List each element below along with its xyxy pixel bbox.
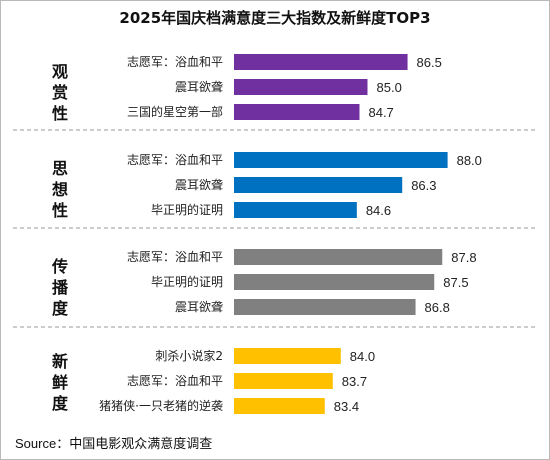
value-label-3-2: 87.5	[443, 275, 468, 290]
bar-label-4-1: 刺杀小说家2	[155, 348, 223, 363]
chart-title: 2025年国庆档满意度三大指数及新鲜度TOP3	[119, 9, 431, 27]
bar-2-2	[234, 177, 403, 193]
bar-1-2	[234, 79, 368, 95]
value-label-2-2: 86.3	[411, 178, 436, 193]
bar-label-1-2: 震耳欲聋	[175, 79, 223, 94]
bar-4-1	[234, 348, 341, 364]
bar-label-3-2: 毕正明的证明	[151, 274, 223, 289]
bar-1-3	[234, 104, 360, 120]
category-label-2-char-3: 性	[52, 201, 68, 220]
source-note: Source：中国电影观众满意度调查	[15, 433, 212, 452]
bar-4-3	[234, 398, 325, 414]
category-label-1-char-3: 性	[52, 104, 68, 123]
bar-label-1-1: 志愿军：浴血和平	[127, 55, 223, 69]
value-label-1-3: 84.7	[368, 105, 393, 120]
category-label-4-char-2: 鲜	[52, 373, 68, 392]
value-label-4-2: 83.7	[342, 374, 367, 389]
bar-label-3-3: 震耳欲聋	[175, 299, 223, 314]
bar-3-3	[234, 299, 416, 315]
category-label-1-char-1: 观	[52, 62, 68, 81]
bar-label-2-2: 震耳欲聋	[175, 177, 223, 192]
value-label-1-2: 85.0	[377, 80, 402, 95]
bar-3-1	[234, 249, 443, 265]
value-label-1-1: 86.5	[417, 55, 442, 70]
value-label-4-3: 83.4	[334, 399, 359, 414]
bar-label-2-3: 毕正明的证明	[151, 202, 223, 217]
category-label-2-char-2: 想	[51, 180, 68, 199]
category-label-1-char-2: 赏	[52, 83, 68, 102]
value-label-2-1: 88.0	[457, 153, 482, 168]
category-label-3-char-2: 播	[52, 278, 69, 297]
bar-3-2	[234, 274, 435, 290]
category-label-2-char-1: 思	[52, 159, 68, 178]
value-label-3-3: 86.8	[425, 300, 450, 315]
value-label-3-1: 87.8	[451, 250, 476, 265]
bar-label-1-3: 三国的星空第一部	[127, 104, 223, 119]
category-label-4-char-3: 度	[52, 394, 69, 413]
bar-2-1	[234, 152, 448, 168]
value-label-4-1: 84.0	[350, 349, 375, 364]
category-label-3-char-1: 传	[51, 257, 68, 276]
bar-2-3	[234, 202, 357, 218]
category-label-3-char-3: 度	[52, 299, 69, 318]
bar-label-4-2: 志愿军：浴血和平	[127, 374, 223, 388]
source-prefix: Source：	[15, 436, 70, 451]
category-label-4-char-1: 新	[52, 352, 68, 371]
bar-label-3-1: 志愿军：浴血和平	[127, 250, 223, 264]
bar-label-2-1: 志愿军：浴血和平	[127, 153, 223, 167]
bar-4-2	[234, 373, 333, 389]
source-text: 中国电影观众满意度调查	[69, 437, 213, 452]
bar-1-1	[234, 54, 408, 70]
value-label-2-3: 84.6	[366, 203, 391, 218]
bar-label-4-3: 猪猪侠·一只老猪的逆袭	[99, 398, 223, 413]
